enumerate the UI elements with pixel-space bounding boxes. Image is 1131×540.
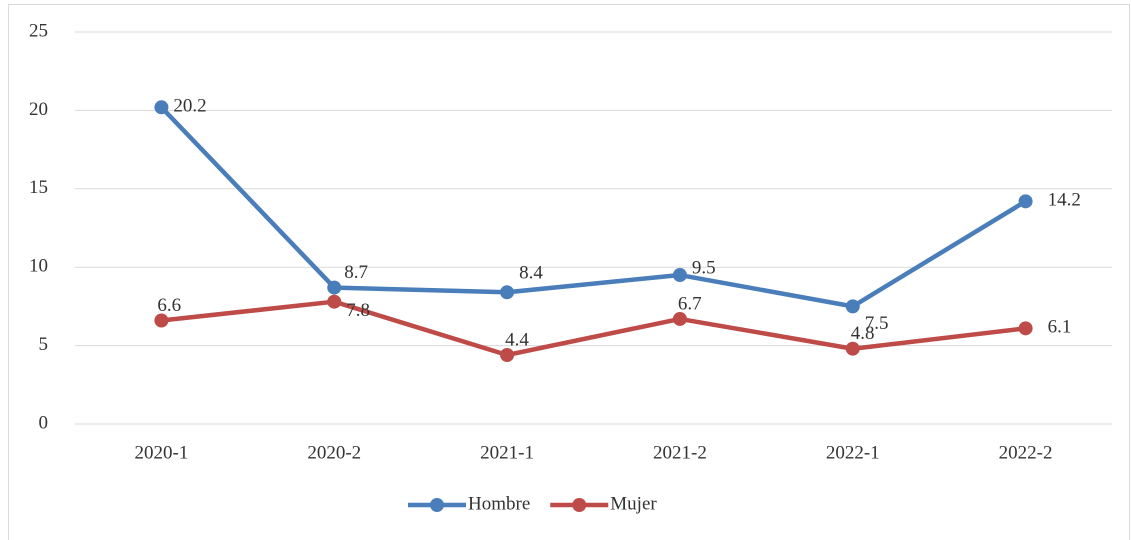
marker (845, 299, 860, 314)
legend-label: Mujer (610, 493, 657, 514)
marker (500, 285, 515, 300)
y-tick-label: 25 (29, 20, 48, 41)
legend-marker (430, 498, 444, 512)
series-line (159, 105, 1027, 309)
marker (500, 348, 515, 363)
y-tick-label: 20 (29, 99, 48, 120)
series-line (161, 299, 1026, 358)
y-tick-label: 10 (29, 256, 48, 277)
marker (1018, 321, 1033, 336)
y-tick-label: 0 (39, 412, 49, 433)
data-label: 7.8 (346, 300, 370, 321)
x-tick-label: 2021-2 (653, 442, 707, 463)
data-label: 20.2 (173, 96, 206, 117)
data-label: 9.5 (692, 257, 716, 278)
data-label: 8.7 (344, 262, 368, 283)
y-tick-label: 15 (29, 177, 48, 198)
marker (1018, 194, 1033, 209)
data-label: 4.8 (851, 323, 875, 344)
marker (845, 341, 860, 356)
data-label: 7.5 (865, 313, 889, 334)
data-label: 6.7 (678, 293, 702, 314)
x-tick-label: 2020-2 (307, 442, 361, 463)
data-label: 6.6 (157, 295, 181, 316)
data-label: 6.1 (1048, 317, 1072, 338)
marker (327, 294, 342, 309)
legend-marker (572, 498, 587, 512)
marker (327, 280, 342, 295)
marker (154, 100, 169, 115)
legend-label: Hombre (468, 493, 530, 514)
x-tick-label: 2021-1 (480, 442, 534, 463)
x-tick-label: 2022-2 (999, 442, 1053, 463)
y-tick-label: 5 (39, 334, 49, 355)
x-tick-label: 2022-1 (826, 442, 880, 463)
chart-frame (8, 4, 1130, 540)
marker (672, 268, 687, 283)
marker (672, 311, 687, 326)
data-label: 14.2 (1048, 190, 1081, 211)
marker (154, 313, 169, 328)
x-tick-label: 2020-1 (135, 442, 189, 463)
data-label: 4.4 (505, 329, 529, 350)
data-label: 8.4 (519, 263, 543, 284)
